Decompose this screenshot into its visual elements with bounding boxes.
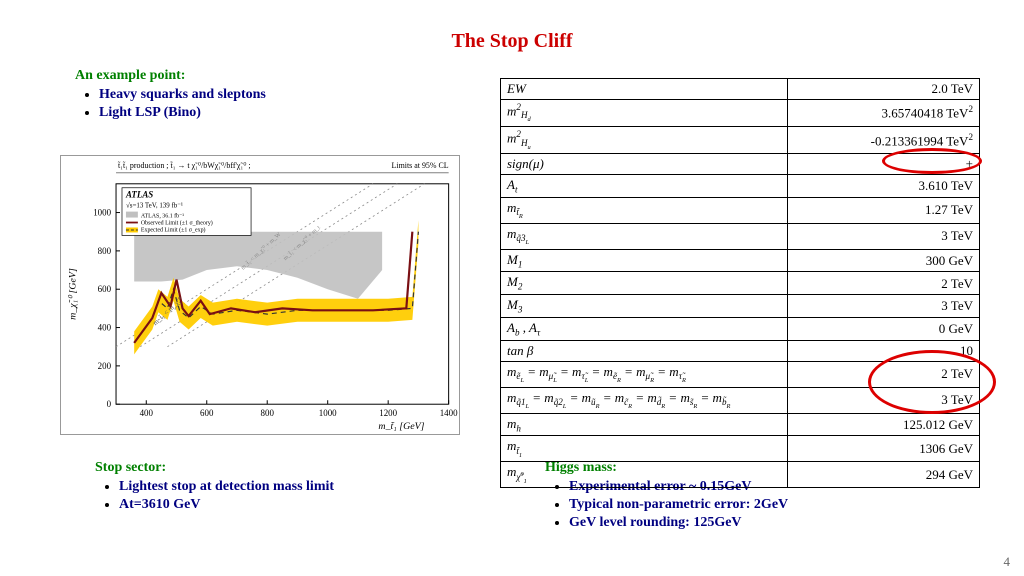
param-name: M1 [501,249,788,272]
svg-text:400: 400 [98,323,112,333]
param-value: 1.27 TeV [788,197,980,223]
stop-sector-heading: Stop sector: [95,460,334,476]
table-row: EW2.0 TeV [501,79,980,100]
svg-text:Expected Limit (±1 σ_exp): Expected Limit (±1 σ_exp) [141,226,206,233]
table-row: mq̃1L = mq̃2L = mũR = mc̃R = md̃R = ms̃R… [501,387,980,413]
table-row: mq̃3L3 TeV [501,223,980,249]
svg-text:600: 600 [200,408,214,418]
svg-text:200: 200 [98,361,112,371]
bullet-item: Lightest stop at detection mass limit [119,478,334,496]
svg-text:800: 800 [261,408,275,418]
param-value: 3 TeV [788,223,980,249]
table-row: M22 TeV [501,272,980,295]
param-value: 3.65740418 TeV2 [788,99,980,126]
svg-text:ATLAS, 36.1 fb⁻¹: ATLAS, 36.1 fb⁻¹ [141,213,184,220]
param-name: mχ̃01 [501,462,788,488]
table-row: At3.610 TeV [501,174,980,197]
table-row: mh125.012 GeV [501,413,980,436]
param-name: Ab , Aτ [501,318,788,341]
param-value: 0 GeV [788,318,980,341]
svg-text:0: 0 [107,399,112,409]
exclusion-chart: 400 600 800 1000 1200 1400 0 200 400 600 800 1000 m_… [60,155,460,435]
table-row: sign(μ)+ [501,154,980,175]
svg-text:1000: 1000 [93,208,111,218]
table-row: m2Hd3.65740418 TeV2 [501,99,980,126]
param-name: EW [501,79,788,100]
bullet-item: Typical non-parametric error: 2GeV [569,496,788,514]
param-name: M3 [501,295,788,318]
table-row: Ab , Aτ0 GeV [501,318,980,341]
param-name: mt̃R [501,197,788,223]
param-value: 10 [788,341,980,362]
param-name: mẽL = mμ̃L = mτ̃L = mẽR = mμ̃R = mτ̃R [501,361,788,387]
param-name: tan β [501,341,788,362]
param-value: 3 TeV [788,387,980,413]
param-name: mq̃3L [501,223,788,249]
svg-text:ATLAS: ATLAS [125,190,153,200]
svg-text:m_χ̃₁⁰ [GeV]: m_χ̃₁⁰ [GeV] [67,268,78,320]
svg-text:800: 800 [98,246,112,256]
example-point-heading: An example point: [75,68,266,84]
param-value: 125.012 GeV [788,413,980,436]
svg-text:1400: 1400 [440,408,458,418]
svg-text:1000: 1000 [319,408,337,418]
svg-text:600: 600 [98,284,112,294]
svg-text:√s=13 TeV, 139 fb⁻¹: √s=13 TeV, 139 fb⁻¹ [126,202,183,210]
bullet-item: Heavy squarks and sleptons [99,86,266,104]
example-point-bullets: Heavy squarks and sleptonsLight LSP (Bin… [99,86,266,122]
table-row: M33 TeV [501,295,980,318]
param-name: sign(μ) [501,154,788,175]
slide-title: The Stop Cliff [0,30,1024,53]
param-name: mq̃1L = mq̃2L = mũR = mc̃R = md̃R = ms̃R… [501,387,788,413]
svg-text:400: 400 [140,408,154,418]
table-row: mt̃R1.27 TeV [501,197,980,223]
bullet-item: Light LSP (Bino) [99,104,266,122]
table-row: tan β10 [501,341,980,362]
param-value: -0.213361994 TeV2 [788,126,980,153]
table-row: mẽL = mμ̃L = mτ̃L = mẽR = mμ̃R = mτ̃R2 T… [501,361,980,387]
table-row: M1300 GeV [501,249,980,272]
param-value: 3 TeV [788,295,980,318]
svg-text:Limits at 95% CL: Limits at 95% CL [392,161,449,170]
svg-text:Observed Limit (±1 σ_theory): Observed Limit (±1 σ_theory) [141,220,213,227]
param-name: mh [501,413,788,436]
bullet-item: GeV level rounding: 125GeV [569,514,788,532]
svg-text:m_t̃₁ [GeV]: m_t̃₁ [GeV] [378,420,424,432]
param-value: 294 GeV [788,462,980,488]
svg-text:1200: 1200 [379,408,397,418]
param-name: At [501,174,788,197]
bullet-item: At=3610 GeV [119,496,334,514]
page-number: 4 [1004,554,1011,570]
param-value: 3.610 TeV [788,174,980,197]
param-name: M2 [501,272,788,295]
stop-sector-bullets: Lightest stop at detection mass limitAt=… [119,478,334,514]
param-value: 2 TeV [788,361,980,387]
param-value: 300 GeV [788,249,980,272]
stop-sector-block: Stop sector: Lightest stop at detection … [95,460,334,514]
param-value: 2.0 TeV [788,79,980,100]
param-name: m2Hd [501,99,788,126]
param-value: + [788,154,980,175]
svg-text:t̃₁t̃₁ production ; t̃₁ → t χ̃: t̃₁t̃₁ production ; t̃₁ → t χ̃₁⁰/bWχ̃₁⁰/… [118,161,251,170]
param-name: mt̃1 [501,436,788,462]
example-point-block: An example point: Heavy squarks and slep… [75,68,266,122]
table-row: mχ̃01294 GeV [501,462,980,488]
param-name: m2Hu [501,126,788,153]
param-value: 2 TeV [788,272,980,295]
table-row: mt̃11306 GeV [501,436,980,462]
parameter-table: EW2.0 TeVm2Hd3.65740418 TeV2m2Hu-0.21336… [500,78,980,488]
table-row: m2Hu-0.213361994 TeV2 [501,126,980,153]
param-value: 1306 GeV [788,436,980,462]
